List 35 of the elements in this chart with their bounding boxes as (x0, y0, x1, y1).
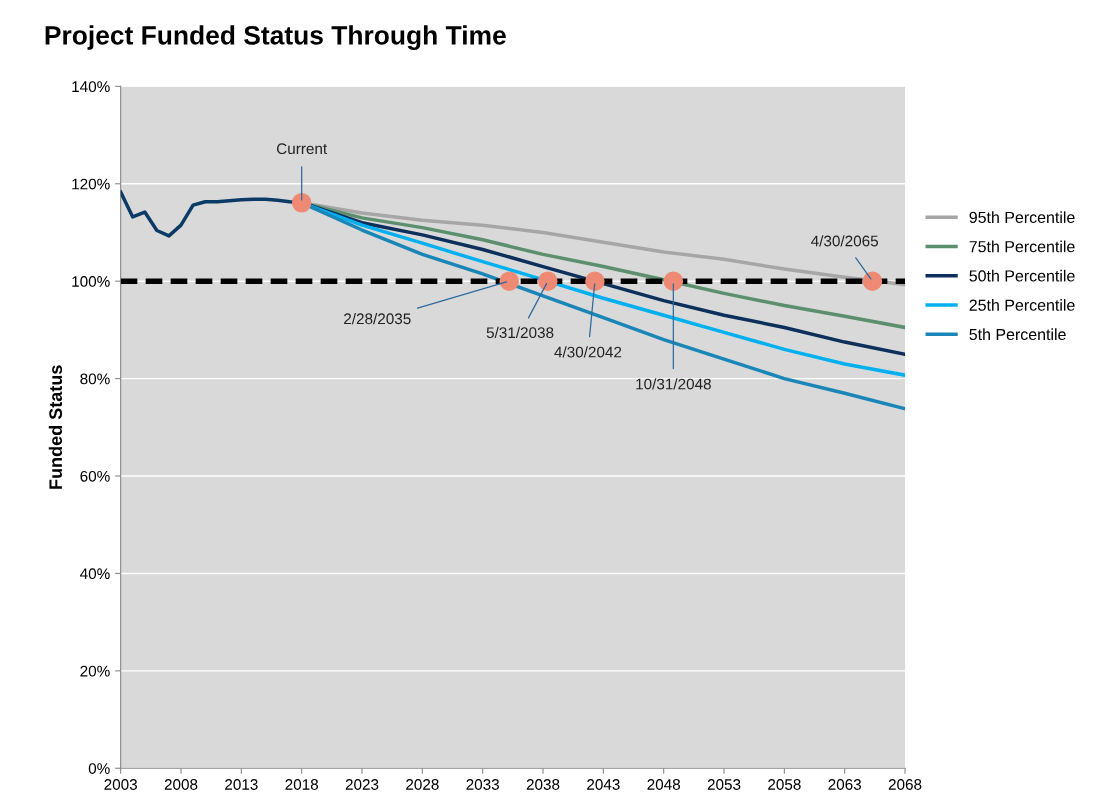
annotation: 2/28/2035 (344, 312, 411, 325)
legend-label: 5th Percentile (969, 328, 1066, 341)
x-tick-label: 2018 (285, 779, 319, 790)
x-tick-label: 2023 (345, 779, 379, 790)
x-tick-label: 2013 (225, 779, 258, 790)
x-tick-label: 2033 (466, 779, 499, 790)
chart-title: Project Funded Status Through Time (45, 25, 506, 50)
y-tick-label: 40% (80, 568, 110, 580)
annotation: 10/31/2048 (636, 378, 711, 390)
y-tick-label: 120% (72, 178, 110, 190)
x-tick-label: 2053 (707, 779, 741, 790)
x-tick-label: 2003 (104, 779, 137, 790)
y-tick-label: 140% (72, 81, 110, 93)
y-tick-label: 100% (72, 276, 110, 287)
x-tick-label: 2048 (647, 779, 681, 790)
annotation: 5/31/2038 (486, 326, 554, 339)
y-tick-label: 80% (80, 373, 110, 385)
y-tick-label: 60% (80, 470, 110, 482)
x-tick-label: 2008 (164, 779, 198, 790)
x-tick-label: 2058 (768, 779, 801, 790)
x-tick-label: 2028 (406, 779, 439, 790)
x-tick-label: 2043 (587, 779, 620, 790)
legend-label: 95th Percentile (969, 211, 1075, 224)
x-tick-label: 2068 (888, 779, 922, 790)
y-tick-label: 20% (80, 665, 110, 677)
x-tick-label: 2063 (828, 779, 862, 790)
y-tick-label: 0% (88, 763, 110, 774)
legend-label: 50th Percentile (969, 269, 1075, 282)
y-axis-title: Funded Status (48, 365, 63, 489)
legend-label: 25th Percentile (969, 299, 1075, 311)
x-tick-label: 2038 (526, 779, 560, 790)
annotation: Current (276, 143, 328, 155)
annotation: 4/30/2065 (811, 235, 879, 247)
annotation: 4/30/2042 (554, 346, 622, 358)
legend-label: 75th Percentile (969, 240, 1075, 253)
